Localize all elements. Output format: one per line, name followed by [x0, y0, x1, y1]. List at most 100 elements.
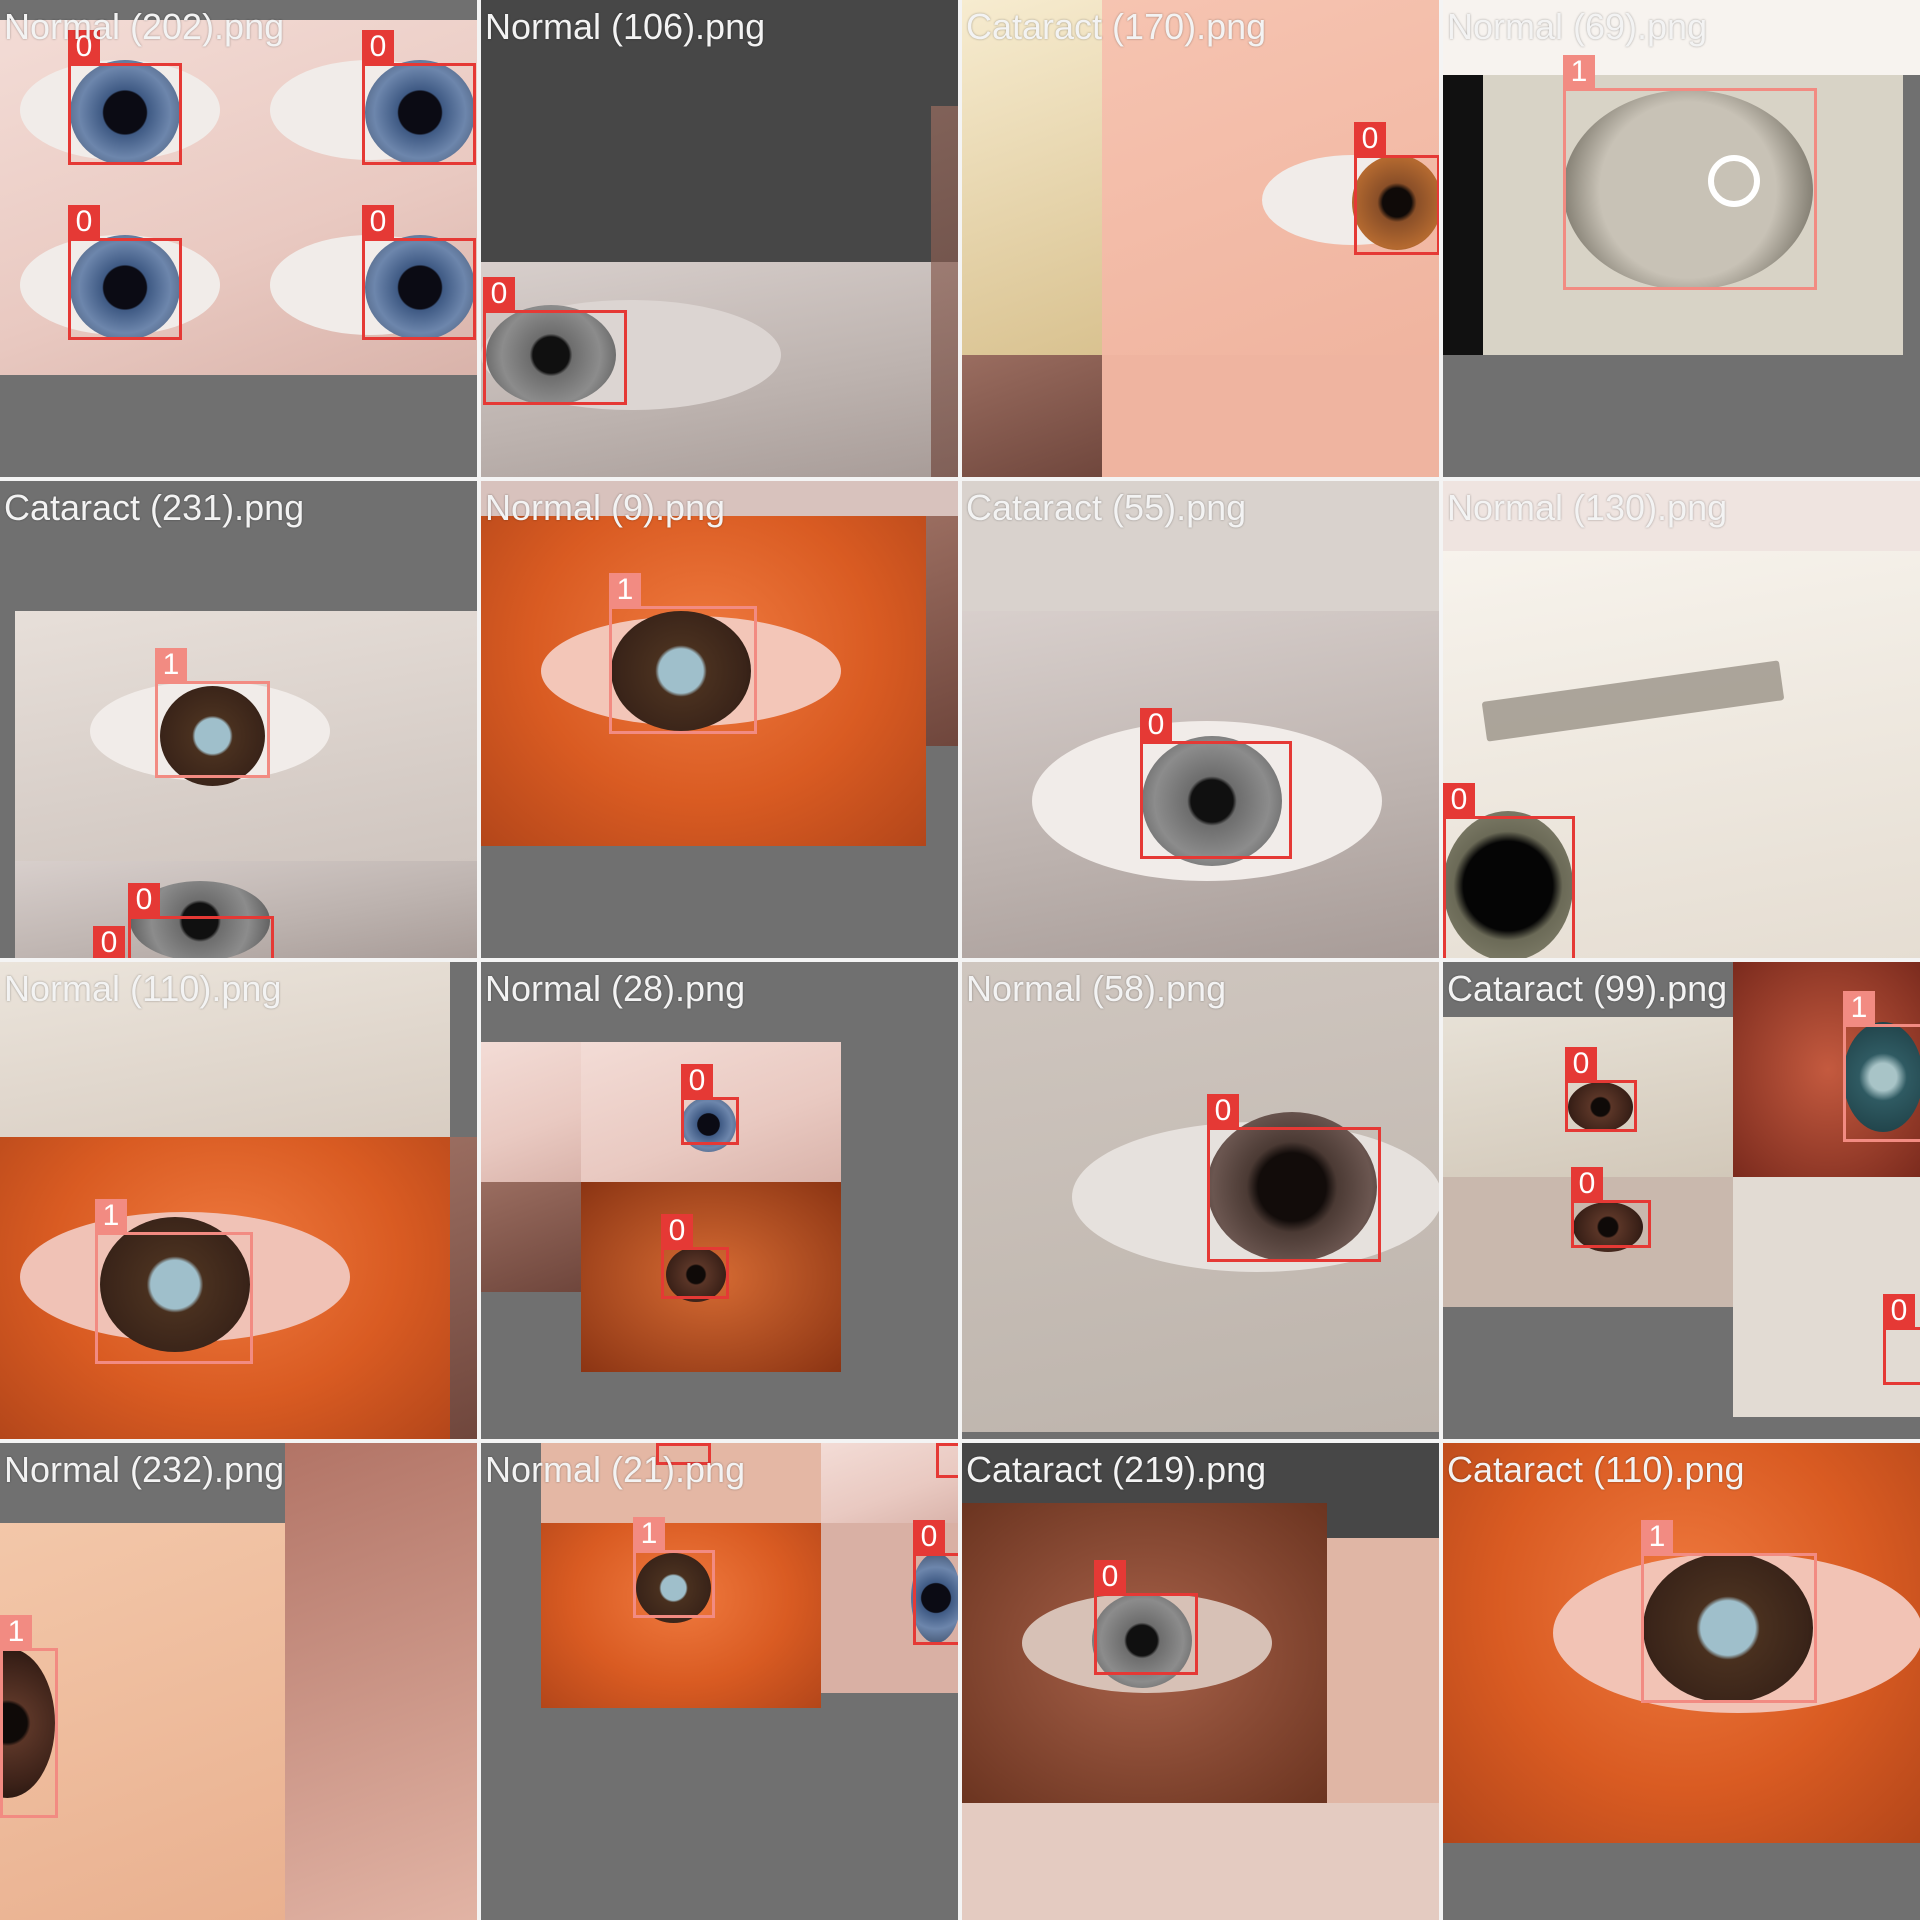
bbox: 0 — [68, 205, 182, 340]
tile-cataract-110: 1 Cataract (110).png — [1443, 1443, 1920, 1920]
bbox: 0 — [1140, 708, 1292, 859]
tile-filename: Cataract (231).png — [4, 487, 305, 528]
eye-photo — [0, 962, 450, 1137]
bbox: 1 — [633, 1517, 715, 1618]
bbox: 0 — [483, 277, 627, 405]
bbox: 1 — [1563, 55, 1817, 290]
iris — [911, 1553, 958, 1643]
eye-photo — [481, 1042, 581, 1182]
tile-normal-69: 1 Normal (69).png — [1443, 0, 1920, 477]
tile-normal-232: 1 Normal (232).png — [0, 1443, 477, 1920]
bbox: 0 — [1565, 1047, 1637, 1132]
tile-normal-106: 0 Normal (106).png — [481, 0, 958, 477]
bbox: 1 — [609, 573, 757, 734]
iris — [1643, 1553, 1813, 1703]
tile-cataract-170: 0 Cataract (170).png — [962, 0, 1439, 477]
bbox: 1 — [1641, 1520, 1817, 1703]
bbox-class: 0 — [68, 30, 100, 64]
tile-normal-130: 0 Normal (130).png — [1443, 481, 1920, 958]
iris — [666, 1247, 726, 1302]
tile-filename: Normal (232).png — [4, 1449, 285, 1490]
iris — [1142, 736, 1282, 866]
iris — [1843, 1022, 1920, 1132]
iris — [1443, 811, 1573, 958]
bbox-class: 0 — [128, 883, 160, 917]
bbox: 0 — [362, 30, 476, 165]
bbox-class: 0 — [362, 205, 394, 239]
tile-filename: Normal (21).png — [485, 1449, 746, 1490]
eye-photo — [1443, 0, 1920, 75]
bbox-class: 0 — [362, 30, 394, 64]
bbox-class: 0 — [661, 1214, 693, 1248]
bbox-class: 0 — [1140, 708, 1172, 742]
iris — [160, 686, 265, 786]
bbox-class: 0 — [68, 205, 100, 239]
eye-photo — [1102, 355, 1439, 477]
tile-normal-9: 1 Normal (9).png — [481, 481, 958, 958]
bbox-class: 1 — [155, 648, 187, 682]
iris — [70, 60, 180, 165]
bbox-class: 0 — [1354, 122, 1386, 156]
bbox-class: 0 — [1571, 1167, 1603, 1201]
iris — [486, 305, 616, 405]
eye-photo — [481, 1182, 581, 1292]
tile-normal-202: 0 0 0 0 Normal (202).png — [0, 0, 477, 477]
iris — [365, 60, 475, 165]
iris — [1563, 90, 1813, 290]
eye-photo-edge — [450, 1137, 477, 1439]
bbox: 1 — [155, 648, 270, 778]
tile-filename: Normal (69).png — [1447, 6, 1708, 47]
tile-normal-21: 0 0 1 0 Normal (21).png — [481, 1443, 958, 1920]
bbox: 0 — [68, 30, 182, 165]
bbox: 0 — [1207, 1094, 1381, 1262]
eye-photo — [962, 481, 1439, 611]
bbox: 0 — [128, 883, 274, 958]
eye-photo-edge — [931, 106, 958, 477]
eye-photo — [962, 1803, 1439, 1920]
tile-filename: Normal (106).png — [485, 6, 766, 47]
bbox-class: 0 — [656, 1443, 688, 1444]
iris — [611, 611, 751, 731]
tile-filename: Normal (9).png — [485, 487, 726, 528]
eye-photo — [481, 481, 958, 516]
bbox: 0 — [681, 1064, 739, 1145]
eye-photo — [821, 1443, 958, 1523]
bbox-class: 0 — [681, 1064, 713, 1098]
tile-filename: Cataract (110).png — [1447, 1449, 1745, 1490]
iris — [1352, 155, 1439, 250]
bbox: 0 — [661, 1214, 729, 1299]
tile-filename: Cataract (55).png — [966, 487, 1247, 528]
bbox: 0 — [1354, 122, 1439, 255]
bbox: 0 — [1094, 1560, 1198, 1675]
lens-reflection — [1708, 155, 1760, 207]
eye-photo — [1443, 481, 1920, 551]
bbox-class: 0 — [936, 1443, 958, 1444]
bbox-class: 1 — [1843, 991, 1875, 1025]
eye-photo — [1327, 1538, 1439, 1803]
eye-photo — [285, 1443, 477, 1920]
bbox: 0 — [362, 205, 476, 340]
iris — [1207, 1112, 1377, 1262]
bbox-class: 0 — [913, 1520, 945, 1554]
iris — [365, 235, 475, 340]
eye-photo — [541, 1443, 821, 1523]
tile-filename: Normal (202).png — [4, 6, 285, 47]
tile-filename: Normal (130).png — [1447, 487, 1728, 528]
tile-cataract-231: 1 0 0 Cataract (231).png — [0, 481, 477, 958]
iris — [70, 235, 180, 340]
tile-cataract-99: 0 0 1 0 Cataract (99).png — [1443, 962, 1920, 1439]
eye-photo — [962, 355, 1102, 477]
tile-cataract-55: 0 Cataract (55).png — [962, 481, 1439, 958]
eye-photo-edge — [926, 516, 958, 746]
bbox-class: 0 — [1094, 1560, 1126, 1594]
iris — [1568, 1082, 1633, 1132]
iris — [100, 1217, 250, 1352]
tile-normal-28: 0 0 Normal (28).png — [481, 962, 958, 1439]
bbox-class: 0 — [483, 277, 515, 311]
bbox: 1 — [0, 1615, 58, 1818]
bbox-class: 0 — [1443, 783, 1475, 817]
bbox-class: 1 — [609, 573, 641, 607]
bbox-class: 1 — [1563, 55, 1595, 89]
bbox: 0 — [656, 1443, 711, 1465]
